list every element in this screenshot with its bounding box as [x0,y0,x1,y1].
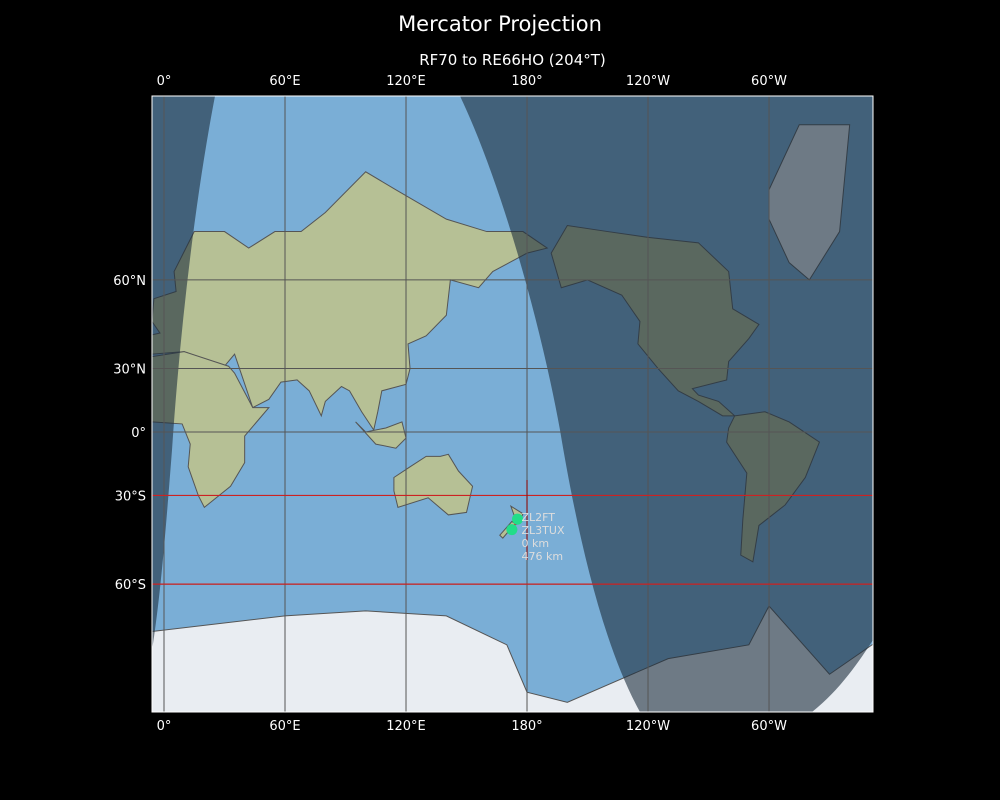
night-shading [152,96,873,712]
lon-tick-label-bottom: 120°W [626,719,670,734]
map-frame [151,95,874,713]
lon-tick-label-top: 60°W [751,74,787,89]
lat-tick-label: 60°S [115,578,146,593]
station-label: ZL3TUX [522,524,565,537]
lon-tick-label-bottom: 120°E [386,719,426,734]
lon-tick-label-bottom: 0° [157,719,172,734]
highlight-latitudes [152,480,873,585]
lon-tick-label-top: 60°E [269,74,300,89]
lat-tick-label: 0° [131,426,146,441]
lon-tick-label-top: 120°W [626,74,670,89]
station-marker[interactable] [512,513,524,525]
station-label: ZL2FT [522,511,556,524]
lat-tick-label: 30°N [113,363,146,378]
lon-tick-label-bottom: 180° [511,719,542,734]
lon-tick-label-top: 120°E [386,74,426,89]
path-distance-label: 476 km [522,550,564,563]
lat-tick-label: 30°S [115,489,146,504]
map-subtitle: RF70 to RE66HO (204°T) [419,51,606,69]
station-marker[interactable] [506,524,518,536]
station-distance: 0 km [522,537,550,550]
borneo-indonesia-land [355,421,407,449]
lon-tick-label-bottom: 60°W [751,719,787,734]
lon-tick-label-top: 0° [157,74,172,89]
lon-tick-label-bottom: 60°E [269,719,300,734]
africa-land [152,351,270,509]
figure-title: Mercator Projection [398,12,602,36]
lon-tick-label-top: 180° [511,74,542,89]
axis-ticks: 0° 0° 60°E 60°E 120°E 120°E 180° 180° 120°W 120°W… [113,74,787,734]
australia-land [393,453,474,516]
lat-tick-label: 60°N [113,274,146,289]
